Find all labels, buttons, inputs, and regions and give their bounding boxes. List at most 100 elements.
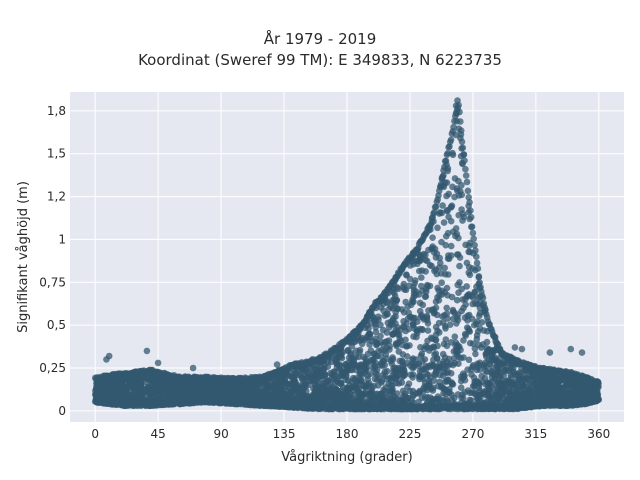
data-point <box>410 290 418 297</box>
data-point <box>327 369 334 377</box>
data-point <box>463 259 471 267</box>
data-point <box>492 392 500 400</box>
data-point <box>398 306 406 313</box>
data-point <box>366 330 373 338</box>
data-point <box>425 377 433 385</box>
data-point <box>352 366 360 374</box>
data-point <box>93 383 100 390</box>
data-point <box>290 373 297 381</box>
data-point <box>471 321 478 329</box>
data-point <box>424 327 432 334</box>
data-point <box>279 386 287 393</box>
data-point <box>332 356 339 364</box>
data-point <box>428 262 435 270</box>
data-point <box>454 251 461 258</box>
data-point <box>100 389 107 397</box>
data-point <box>530 391 537 398</box>
data-point <box>423 316 431 324</box>
data-point <box>537 377 544 385</box>
data-point <box>442 378 449 385</box>
data-point <box>380 386 387 394</box>
data-point <box>434 342 441 350</box>
data-point <box>494 366 502 374</box>
data-point <box>289 380 297 388</box>
data-point <box>162 387 170 395</box>
data-point <box>323 390 330 397</box>
data-point <box>407 362 414 370</box>
data-point <box>570 389 577 396</box>
data-point <box>543 391 550 399</box>
data-point <box>422 288 430 296</box>
data-point <box>443 192 450 200</box>
data-point <box>125 394 133 401</box>
data-point <box>403 271 410 279</box>
data-point <box>448 293 456 301</box>
data-point <box>462 332 470 339</box>
data-point <box>416 325 424 333</box>
data-point <box>443 396 450 403</box>
data-point <box>288 387 296 395</box>
data-point <box>460 395 467 402</box>
data-point <box>425 307 432 314</box>
data-point <box>449 361 457 369</box>
data-point <box>297 371 305 379</box>
data-point <box>137 380 145 388</box>
data-point <box>350 355 357 362</box>
data-point <box>449 183 456 191</box>
data-point <box>448 252 455 259</box>
data-point <box>485 356 492 364</box>
data-point <box>424 393 431 401</box>
data-point <box>433 250 441 257</box>
data-point <box>453 320 460 327</box>
data-point <box>404 353 411 360</box>
data-point <box>447 242 455 250</box>
data-point <box>372 370 380 377</box>
data-point <box>375 393 383 401</box>
data-point <box>441 312 448 319</box>
data-point <box>390 393 397 400</box>
data-point <box>103 384 111 391</box>
data-point <box>489 351 496 359</box>
data-point <box>401 392 409 400</box>
data-point <box>359 381 366 389</box>
data-point <box>452 348 460 356</box>
data-point <box>128 382 136 390</box>
data-point <box>445 213 452 221</box>
data-point <box>381 347 388 355</box>
data-point <box>434 393 442 400</box>
data-point <box>465 356 473 364</box>
data-point <box>252 381 260 389</box>
data-point <box>364 372 372 379</box>
data-point <box>377 332 384 340</box>
data-point <box>433 355 441 362</box>
data-point <box>459 217 466 224</box>
data-point <box>358 334 366 342</box>
data-point <box>438 279 446 287</box>
data-point <box>151 388 158 395</box>
data-point <box>506 365 513 372</box>
data-point <box>299 396 306 404</box>
data-point <box>422 363 429 370</box>
data-point <box>426 347 433 354</box>
data-point <box>418 267 426 274</box>
data-point <box>286 395 294 402</box>
data-point <box>157 379 165 387</box>
data-point <box>455 353 462 361</box>
data-point <box>324 358 332 366</box>
data-point <box>412 360 420 368</box>
data-point <box>460 337 467 344</box>
data-point <box>381 312 389 320</box>
data-point <box>454 281 462 289</box>
data-point <box>366 391 374 399</box>
data-point <box>435 297 443 304</box>
data-point <box>560 376 567 384</box>
data-point <box>468 371 475 378</box>
data-point <box>377 321 384 329</box>
data-point <box>460 304 467 312</box>
data-point <box>459 375 466 382</box>
data-point <box>437 270 445 277</box>
data-point <box>442 325 449 332</box>
data-point <box>356 371 363 378</box>
